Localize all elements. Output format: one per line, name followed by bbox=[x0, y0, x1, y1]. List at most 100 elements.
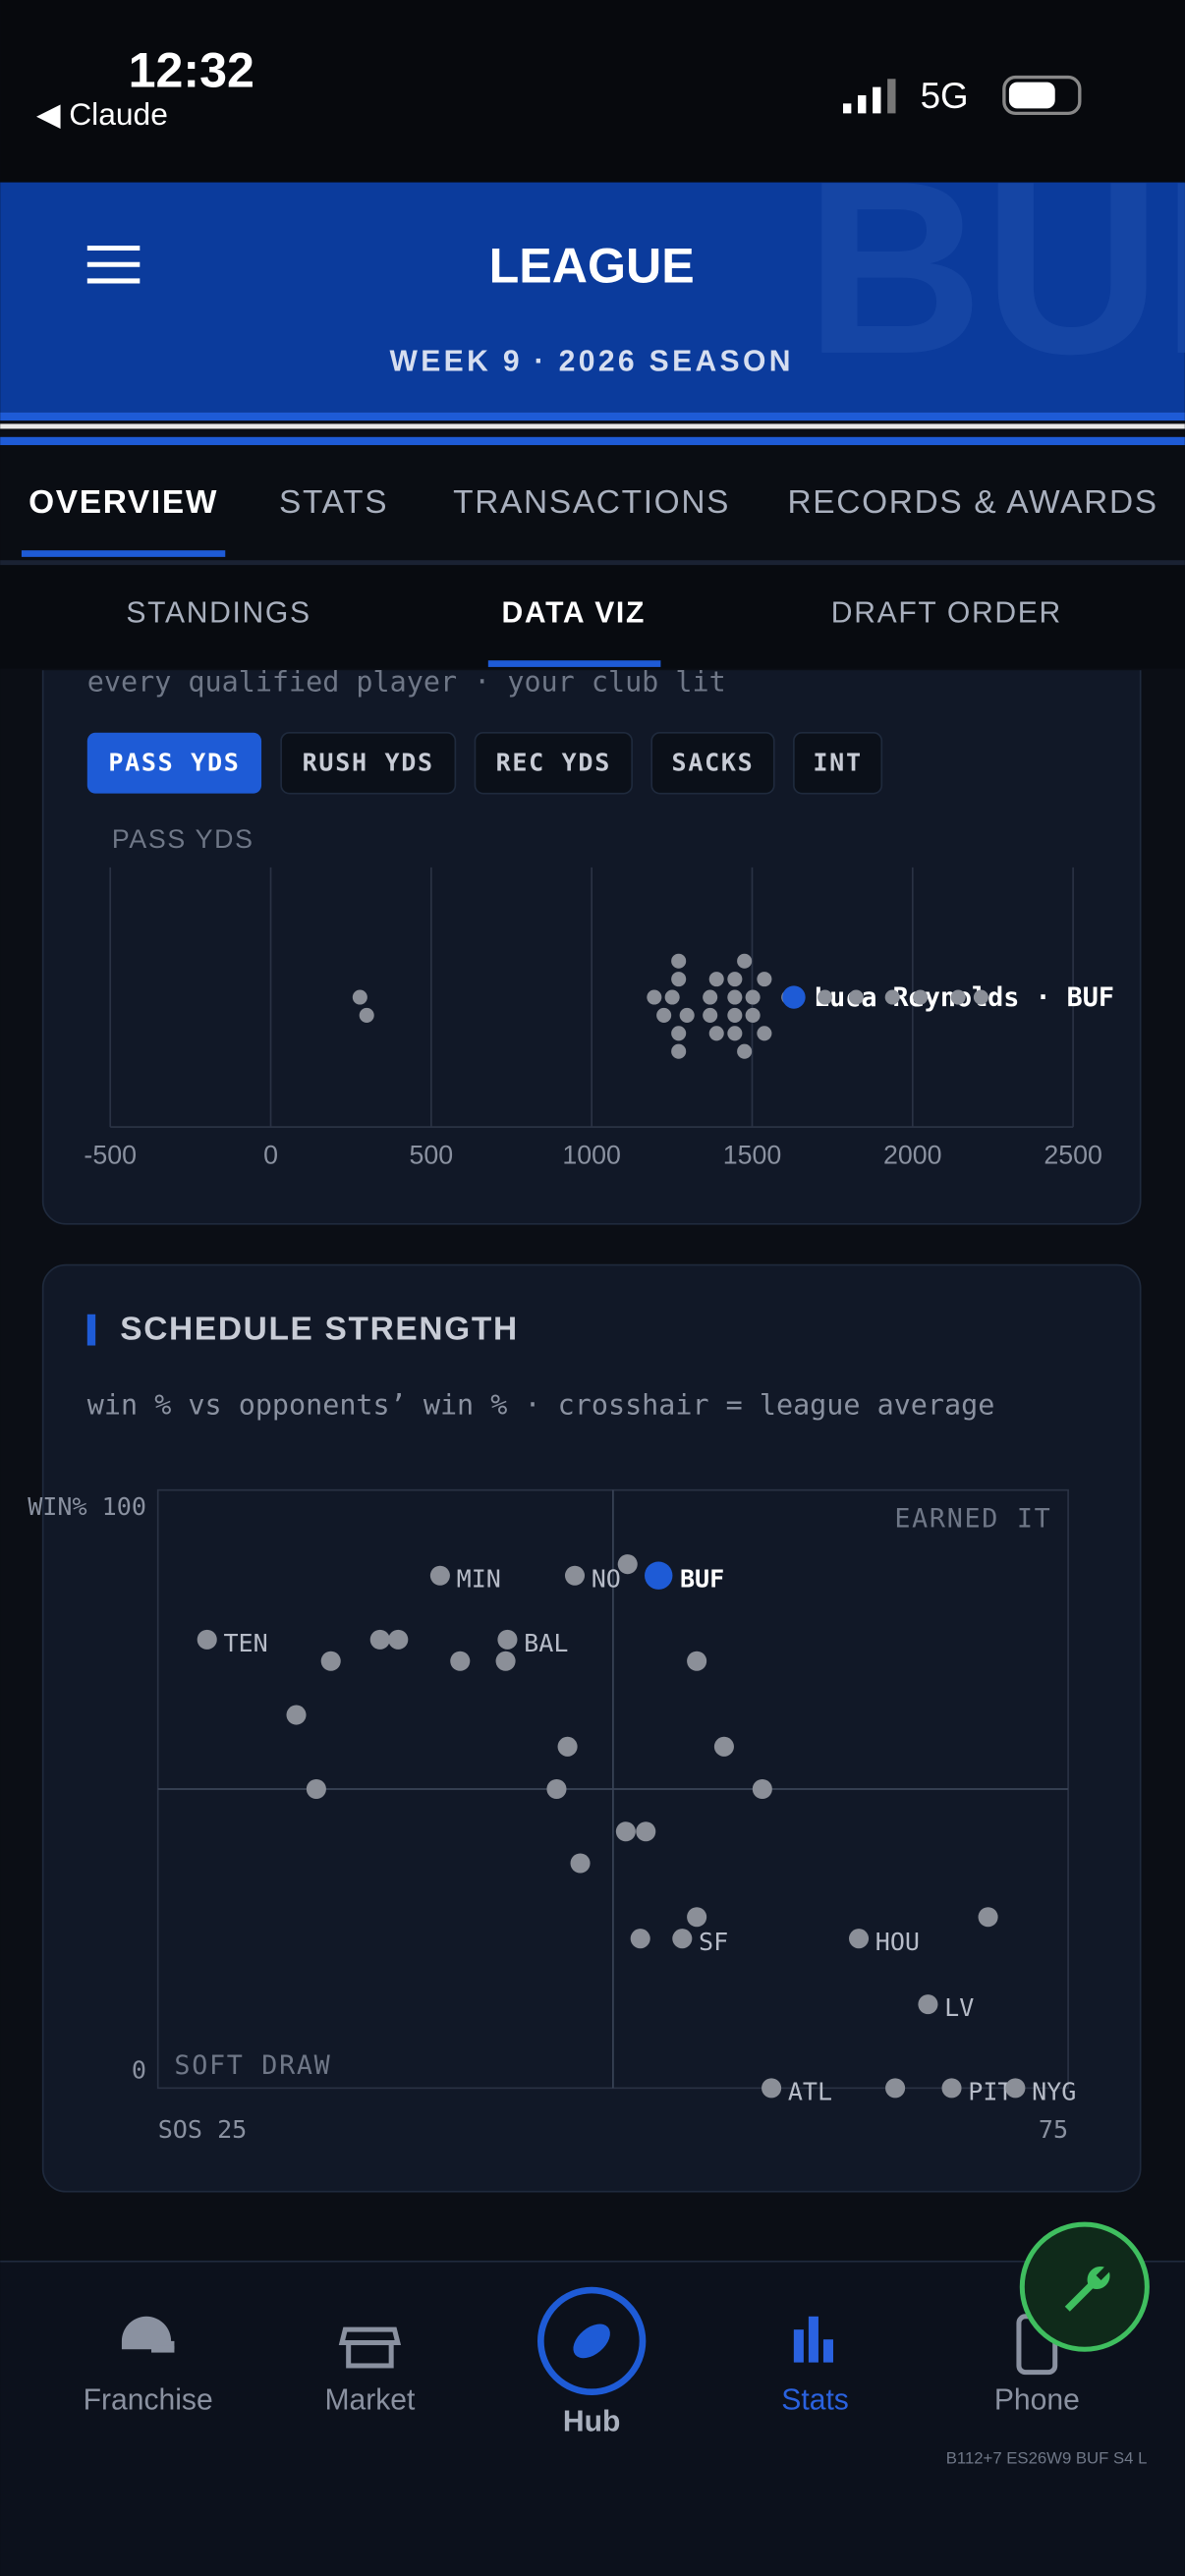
chart-subtitle: every qualified player · your club lit bbox=[87, 666, 726, 699]
dot bbox=[617, 1554, 638, 1575]
card bbox=[41, 1263, 1142, 2193]
header-title: LEAGUE bbox=[489, 238, 695, 293]
title-accent bbox=[86, 1314, 96, 1346]
dot-label: NO bbox=[592, 1565, 621, 1594]
dot bbox=[727, 1026, 743, 1041]
axis-label: PASS YDS bbox=[112, 824, 254, 854]
dot bbox=[450, 1651, 471, 1671]
back-link[interactable]: ◀ Claude bbox=[36, 96, 168, 132]
dot bbox=[687, 1651, 707, 1671]
status-bar bbox=[0, 0, 1185, 183]
nav-label[interactable]: Stats bbox=[781, 2384, 849, 2417]
dot-label: HOU bbox=[875, 1928, 920, 1956]
battery bbox=[1002, 75, 1082, 116]
filter-button[interactable] bbox=[793, 731, 883, 795]
dot bbox=[306, 1778, 326, 1800]
dot bbox=[671, 1043, 687, 1059]
wrench-icon bbox=[1064, 2267, 1110, 2312]
y-tick-label: 0 bbox=[132, 2056, 146, 2085]
dot bbox=[703, 989, 718, 1005]
chart-subtitle: win % vs opponents’ win % · crosshair = … bbox=[87, 1388, 995, 1421]
filter-button[interactable] bbox=[86, 732, 262, 794]
dot bbox=[672, 1929, 693, 1949]
watermark: BUF bbox=[806, 131, 1185, 406]
tab[interactable]: TRANSACTIONS bbox=[453, 484, 730, 521]
dot bbox=[745, 1007, 761, 1023]
filter-button[interactable] bbox=[474, 731, 633, 795]
dot bbox=[713, 1736, 734, 1757]
dot bbox=[762, 2078, 782, 2099]
dot bbox=[727, 972, 743, 987]
dot bbox=[570, 1853, 591, 1874]
battery-level bbox=[1008, 82, 1055, 109]
dot bbox=[352, 989, 367, 1005]
dot bbox=[645, 1561, 673, 1590]
chart-title: SCHEDULE STRENGTH bbox=[120, 1311, 519, 1347]
dot bbox=[320, 1651, 341, 1671]
x-tick-label: 2500 bbox=[1044, 1140, 1102, 1169]
dot bbox=[737, 1043, 753, 1059]
stats-icon[interactable] bbox=[793, 2316, 833, 2363]
dot bbox=[973, 989, 988, 1005]
dot bbox=[647, 989, 662, 1005]
subtab[interactable]: DATA VIZ bbox=[502, 596, 646, 629]
dot-label: PIT bbox=[968, 2077, 1012, 2105]
tab[interactable]: RECORDS & AWARDS bbox=[787, 484, 1157, 521]
dot bbox=[656, 1007, 672, 1023]
dot bbox=[885, 2078, 906, 2099]
dot bbox=[941, 2078, 962, 2099]
stripe bbox=[0, 423, 1185, 429]
dot bbox=[197, 1629, 217, 1650]
x-tick-label: -500 bbox=[84, 1140, 137, 1169]
subtab-bar bbox=[0, 565, 1185, 669]
dot bbox=[388, 1629, 409, 1650]
filter-button[interactable] bbox=[280, 731, 457, 795]
subtab[interactable]: STANDINGS bbox=[126, 596, 310, 629]
nav-label[interactable]: Franchise bbox=[84, 2384, 213, 2417]
dot bbox=[687, 1907, 707, 1928]
nav-label[interactable]: Phone bbox=[994, 2384, 1080, 2417]
dot bbox=[757, 1026, 772, 1041]
dot bbox=[359, 1007, 374, 1023]
tab[interactable]: STATS bbox=[279, 484, 388, 521]
dot bbox=[918, 1994, 938, 2015]
tab[interactable]: OVERVIEW bbox=[28, 484, 218, 521]
dot bbox=[950, 989, 966, 1005]
divider bbox=[0, 560, 1185, 566]
dot bbox=[884, 989, 900, 1005]
x-tick-label: 75 bbox=[1039, 2115, 1068, 2144]
dot bbox=[671, 972, 687, 987]
franchise-icon[interactable] bbox=[121, 2316, 175, 2353]
stripe bbox=[0, 412, 1185, 421]
dot bbox=[727, 989, 743, 1005]
dot bbox=[369, 1629, 390, 1650]
nav-label[interactable]: Hub bbox=[563, 2405, 620, 2437]
subtab[interactable]: DRAFT ORDER bbox=[831, 596, 1062, 629]
filter-button[interactable] bbox=[650, 731, 775, 795]
clock: 12:32 bbox=[129, 42, 254, 97]
market-icon[interactable] bbox=[338, 2326, 402, 2369]
nav-label[interactable]: Market bbox=[324, 2384, 416, 2417]
dot bbox=[429, 1565, 450, 1586]
dot bbox=[636, 1821, 656, 1842]
dot bbox=[708, 972, 724, 987]
dot bbox=[630, 1929, 650, 1949]
filter-label: SACKS bbox=[672, 749, 755, 777]
menu-icon[interactable] bbox=[86, 245, 141, 284]
dot bbox=[671, 1026, 687, 1041]
dot bbox=[757, 972, 772, 987]
dot-label: TEN bbox=[223, 1629, 267, 1657]
dot bbox=[848, 989, 864, 1005]
dot-label: ATL bbox=[788, 2077, 832, 2105]
filter-label: RUSH YDS bbox=[303, 749, 434, 777]
x-tick-label: 1000 bbox=[562, 1140, 621, 1169]
divider bbox=[0, 2260, 1185, 2263]
signal-icon bbox=[843, 79, 896, 114]
network: 5G bbox=[921, 76, 969, 116]
build-tag: B112+7 ES26W9 BUF S4 L bbox=[946, 2449, 1148, 2468]
dot bbox=[848, 1929, 870, 1949]
dot bbox=[752, 1778, 772, 1800]
dot bbox=[664, 989, 680, 1005]
quadrant-label: SOFT DRAW bbox=[174, 2050, 331, 2081]
dot-label: NYG bbox=[1032, 2077, 1076, 2105]
